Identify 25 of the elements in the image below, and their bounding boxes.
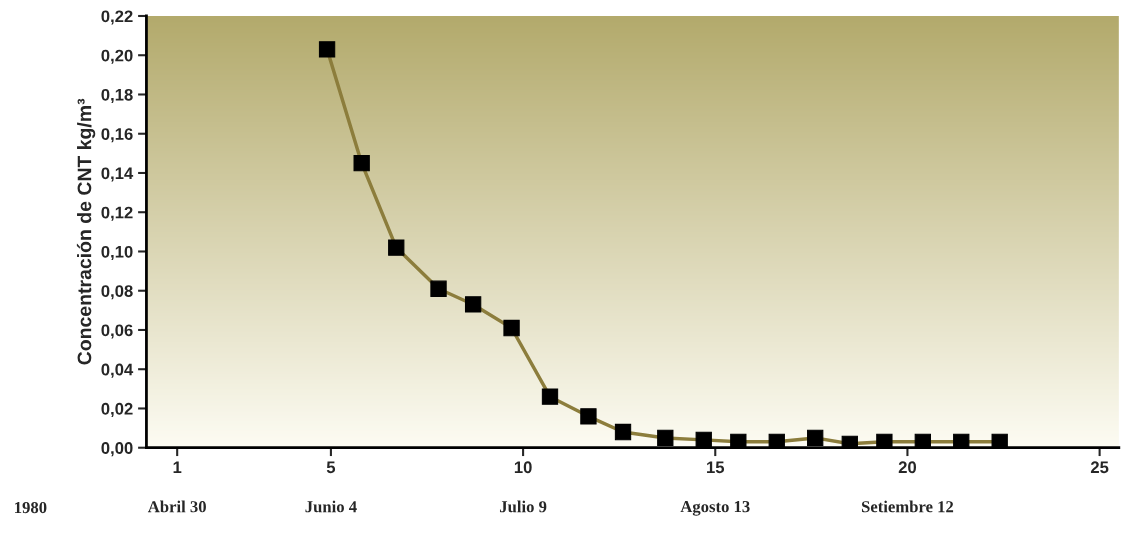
text: Junio 4 <box>305 500 357 513</box>
text: Julio 9 <box>499 500 547 513</box>
x-tick-label: 10 <box>514 461 532 474</box>
y-tick-label: 0,02 <box>101 402 133 418</box>
x-tick-label: 25 <box>1090 461 1109 474</box>
x-tick-label: 5 <box>326 461 336 474</box>
y-tick-label: 0,08 <box>101 285 133 300</box>
y-tick-label: 0,14 <box>101 167 134 182</box>
x-tick-label: 1 <box>173 461 182 473</box>
y-tick-label: 0,22 <box>101 10 133 25</box>
x-tick-label: 15 <box>707 461 725 474</box>
y-tick-label: 0,06 <box>101 324 133 339</box>
text: Abril 30 <box>147 500 206 513</box>
y-tick-label: 0,10 <box>101 245 133 261</box>
x-tick-label: 20 <box>898 461 917 474</box>
y-tick-label: 0,00 <box>101 442 133 457</box>
y-tick-label: 0,04 <box>101 363 134 378</box>
text: 1980 <box>15 501 47 514</box>
y-tick-label: 0,18 <box>101 88 133 104</box>
text: Agosto 13 <box>680 501 750 516</box>
y-tick-label: 0,12 <box>101 206 133 221</box>
y-axis-title: Concentración de CNT kg/m³ <box>76 98 96 365</box>
y-tick-label: 0,20 <box>101 49 133 64</box>
y-tick-label: 0,16 <box>101 128 133 143</box>
text: Setiembre 12 <box>861 500 954 513</box>
